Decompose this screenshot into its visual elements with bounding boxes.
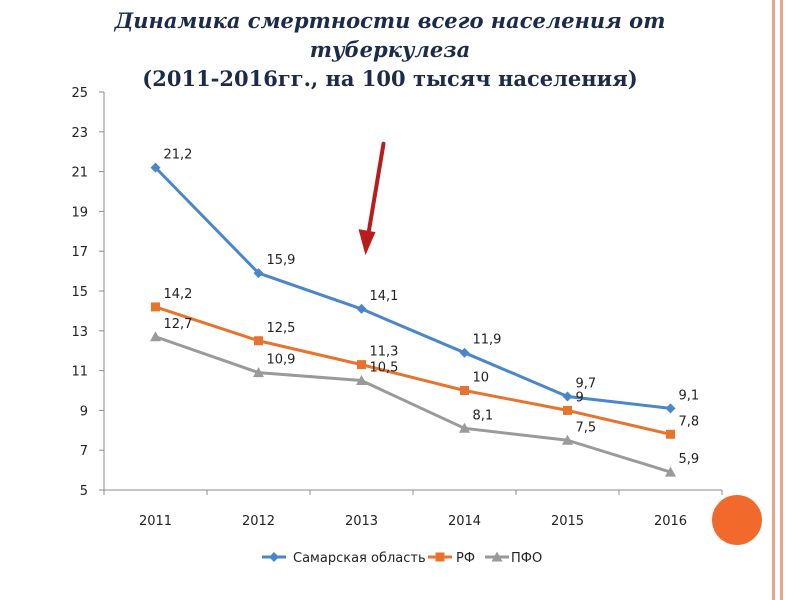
data-label: 9 — [576, 390, 584, 405]
legend-marker — [435, 552, 445, 562]
y-tick-label: 19 — [71, 205, 88, 220]
legend-label: Самарская область — [293, 551, 426, 566]
data-label: 14,2 — [164, 287, 193, 302]
data-label: 9,7 — [576, 376, 597, 391]
series-line-2 — [154, 305, 672, 436]
data-point-marker — [459, 422, 470, 433]
y-tick-label: 21 — [71, 166, 88, 181]
data-label: 8,1 — [473, 408, 494, 423]
data-point-marker — [459, 347, 470, 358]
x-tick-label: 2013 — [345, 514, 378, 529]
legend-label: ПФО — [511, 551, 542, 566]
data-point-marker — [460, 386, 469, 395]
data-label: 7,8 — [679, 414, 700, 429]
annotation-arrow-shaft — [366, 141, 386, 236]
data-label: 5,9 — [679, 452, 700, 467]
legend-marker — [491, 551, 503, 562]
decorative-circle — [712, 495, 762, 545]
legend-marker — [269, 552, 279, 562]
title-line-1: Динамика смертности всего населения от — [114, 8, 666, 33]
data-point-marker — [357, 360, 366, 370]
y-tick-label: 7 — [80, 444, 88, 459]
title-line-3: (2011-2016гг., на 100 тысяч населения) — [142, 66, 638, 91]
x-tick-label: 2012 — [242, 514, 275, 529]
data-point-marker — [356, 303, 367, 314]
data-point-marker — [665, 403, 676, 414]
data-label: 9,1 — [679, 388, 700, 403]
series-line-3 — [154, 335, 672, 474]
y-tick-label: 5 — [80, 484, 88, 499]
data-point-marker — [150, 162, 161, 173]
data-label: 10,5 — [370, 361, 399, 376]
legend-label: РФ — [456, 551, 475, 566]
data-label: 12,5 — [267, 321, 296, 336]
data-point-marker — [254, 336, 263, 346]
data-point-marker — [563, 405, 572, 415]
data-label: 7,5 — [576, 420, 597, 435]
data-label: 21,2 — [164, 148, 193, 163]
y-tick-label: 15 — [71, 285, 88, 300]
y-tick-label: 23 — [71, 126, 88, 141]
data-point-marker — [253, 367, 264, 378]
y-tick-label: 17 — [71, 245, 88, 260]
data-point-marker — [562, 391, 573, 402]
data-point-marker — [562, 434, 573, 445]
x-tick-label: 2015 — [551, 514, 584, 529]
chart-title: Динамика смертности всего населения от т… — [100, 6, 680, 93]
frame-line — [772, 0, 775, 600]
data-point-marker — [356, 375, 367, 386]
data-label: 10 — [473, 371, 490, 386]
data-label: 12,7 — [164, 317, 193, 332]
data-label: 10,9 — [267, 353, 296, 368]
data-point-marker — [151, 302, 160, 312]
data-label: 14,1 — [370, 289, 399, 304]
series-line-1 — [154, 166, 672, 410]
title-line-2: туберкулеза — [309, 37, 471, 62]
slide-frame — [768, 0, 800, 600]
data-label: 11,9 — [473, 333, 502, 348]
data-point-marker — [666, 429, 675, 439]
data-point-marker — [253, 268, 264, 279]
x-tick-label: 2016 — [654, 514, 687, 529]
frame-line — [780, 0, 783, 600]
y-tick-label: 13 — [71, 325, 88, 340]
data-label: 15,9 — [267, 253, 296, 268]
data-label: 11,3 — [370, 345, 399, 360]
annotation-arrow-head — [358, 229, 376, 256]
y-tick-label: 11 — [71, 365, 88, 380]
data-point-marker — [150, 331, 161, 342]
y-tick-label: 9 — [80, 404, 88, 419]
y-tick-label: 25 — [71, 86, 88, 101]
data-point-marker — [665, 466, 676, 477]
x-tick-label: 2014 — [448, 514, 481, 529]
x-tick-label: 2011 — [139, 514, 172, 529]
